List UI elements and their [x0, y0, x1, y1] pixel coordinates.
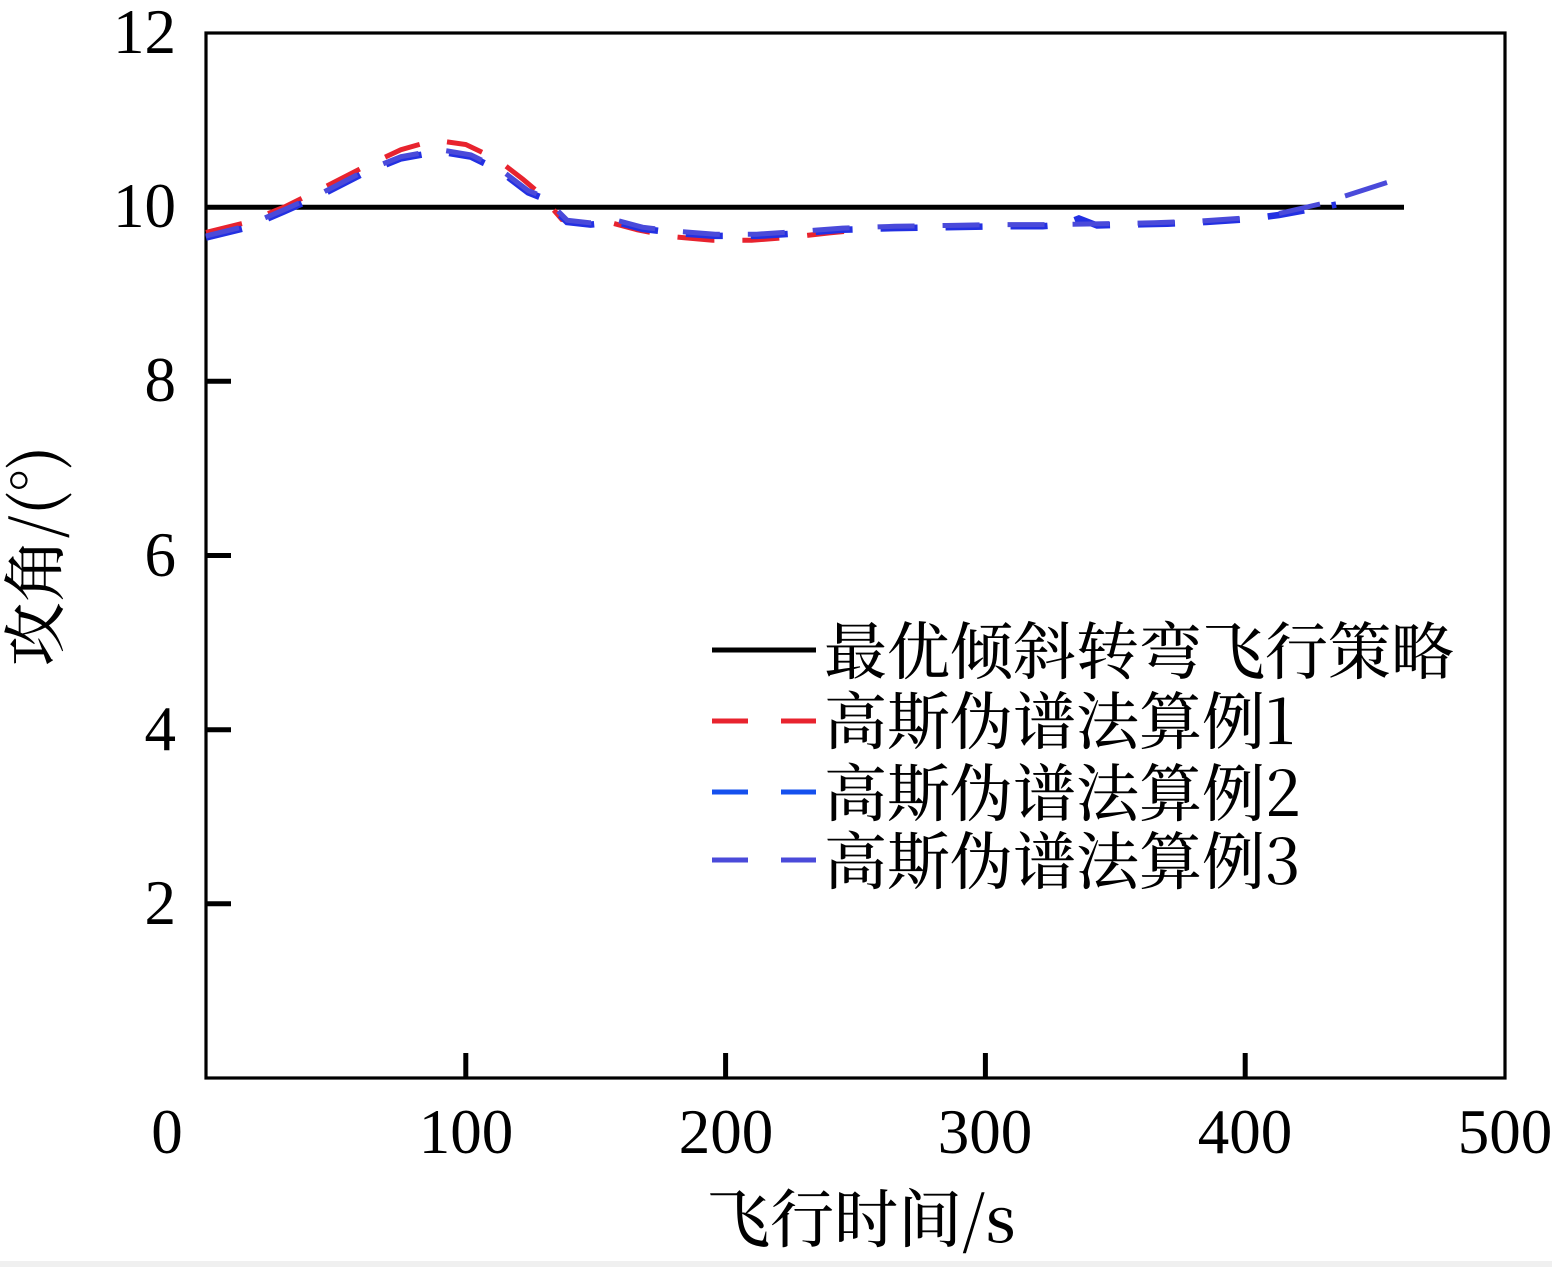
- svg-text:4: 4: [145, 694, 177, 764]
- svg-text:500: 500: [1458, 1097, 1552, 1167]
- svg-text:200: 200: [679, 1097, 774, 1167]
- svg-text:10: 10: [113, 171, 176, 241]
- svg-text:12: 12: [113, 0, 176, 67]
- svg-text:0: 0: [151, 1097, 183, 1167]
- svg-text:6: 6: [145, 520, 177, 590]
- svg-text:300: 300: [938, 1097, 1033, 1167]
- svg-text:8: 8: [145, 345, 177, 415]
- svg-text:2: 2: [145, 868, 177, 938]
- svg-text:400: 400: [1198, 1097, 1293, 1167]
- svg-text:100: 100: [419, 1097, 514, 1167]
